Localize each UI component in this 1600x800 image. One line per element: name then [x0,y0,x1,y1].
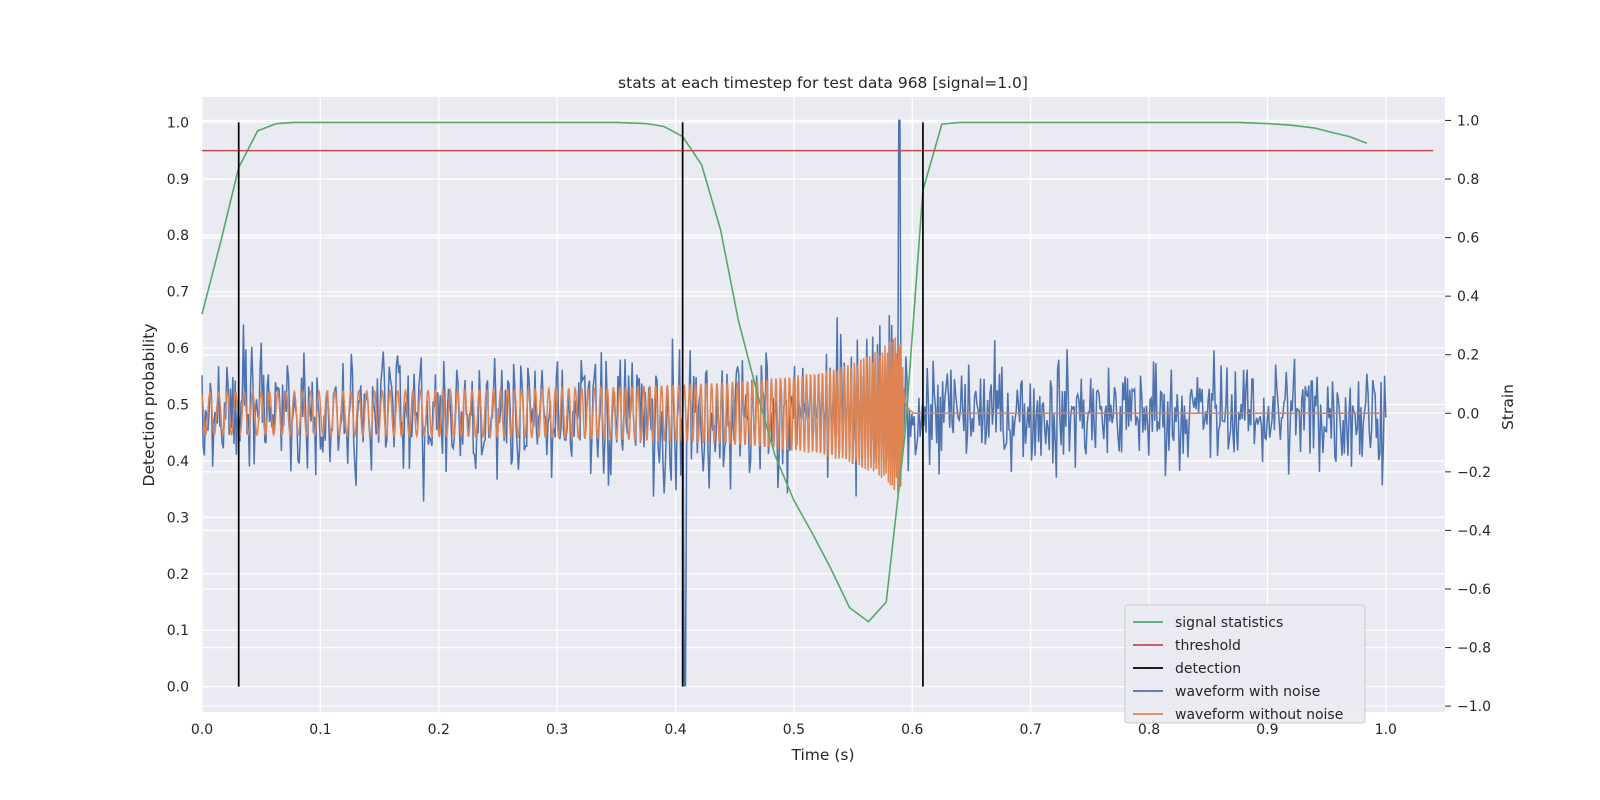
y-right-tick-label: 0.4 [1457,289,1479,305]
y-right-tick-label: −0.8 [1457,641,1491,657]
x-axis-label: Time (s) [790,746,854,764]
x-tick-label: 0.5 [783,722,805,738]
legend-label: waveform with noise [1175,684,1320,700]
y-left-tick-label: 0.1 [167,623,189,639]
y-right-tick-label: 1.0 [1457,113,1479,129]
y-left-tick-label: 0.6 [167,341,189,357]
x-tick-label: 0.4 [664,722,686,738]
x-tick-label: 0.7 [1020,722,1042,738]
chart-title: stats at each timestep for test data 968… [618,74,1028,92]
y-left-tick-label: 0.4 [167,454,189,470]
legend-label: signal statistics [1175,615,1283,631]
x-tick-label: 0.8 [1138,722,1160,738]
signal-statistics-line [201,121,1368,623]
y-right-tick-label: −0.4 [1457,523,1491,539]
y-left-tick-label: 0.5 [167,398,189,414]
y-left-tick-label: 0.7 [167,285,189,301]
x-tick-label: 0.9 [1256,722,1278,738]
y-left-axis-label: Detection probability [140,324,158,487]
signal-statistics-series [201,121,1368,623]
x-tick-label: 0.2 [428,722,450,738]
waveform-without-noise-series [201,337,1386,494]
y-right-tick-label: −1.0 [1457,699,1491,715]
y-right-axis-label: Strain [1499,384,1517,430]
y-left-tick-label: 0.0 [167,680,189,696]
x-tick-label: 0.3 [546,722,568,738]
legend: signal statistics threshold detection wavef… [1124,604,1366,724]
x-tick-label: 0.0 [191,722,213,738]
y-right-tick-label: 0.8 [1457,172,1479,188]
y-left-tick-label: 1.0 [167,115,189,131]
y-right-tick-labels: −1.0 −0.8 −0.6 −0.4 −0.2 0.0 0.2 0.4 0.6 0.8 1.0 [1445,113,1491,715]
y-left-tick-label: 0.9 [167,172,189,188]
y-right-tick-label: −0.2 [1457,465,1491,481]
y-left-tick-label: 0.2 [167,567,189,583]
legend-label: detection [1175,661,1241,677]
y-right-tick-label: −0.6 [1457,582,1491,598]
x-tick-label: 1.0 [1375,722,1397,738]
waveform-without-noise-line [201,337,1386,494]
x-tick-label: 0.1 [309,722,331,738]
y-left-tick-labels: 0.0 0.1 0.2 0.3 0.4 0.5 0.6 0.7 0.8 0.9 1.0 [167,115,189,695]
y-left-tick-label: 0.3 [167,510,189,526]
detection-series [237,122,924,687]
x-tick-label: 0.6 [901,722,923,738]
x-tick-labels: 0.0 0.1 0.2 0.3 0.4 0.5 0.6 0.7 0.8 0.9 1.0 [191,722,1397,738]
legend-label: threshold [1175,638,1241,654]
y-right-tick-label: 0.0 [1457,406,1479,422]
y-right-tick-label: 0.6 [1457,231,1479,247]
y-right-tick-label: 0.2 [1457,348,1479,364]
legend-label: waveform without noise [1175,707,1343,723]
legend-box [1124,604,1366,724]
y-left-tick-label: 0.8 [167,228,189,244]
